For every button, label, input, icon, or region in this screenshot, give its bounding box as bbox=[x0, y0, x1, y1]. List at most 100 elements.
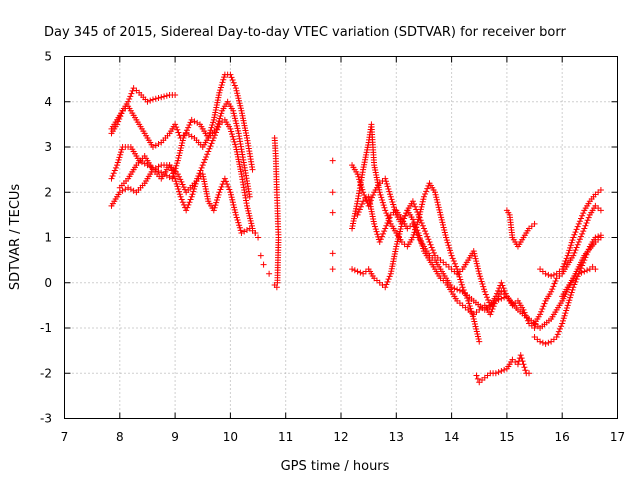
data-point-marker bbox=[211, 132, 218, 139]
data-point-marker bbox=[172, 91, 179, 98]
data-point-marker bbox=[356, 178, 363, 185]
data-point-marker bbox=[567, 242, 574, 249]
data-point-marker bbox=[371, 220, 378, 227]
data-point-marker bbox=[481, 288, 488, 295]
data-point-marker bbox=[574, 223, 581, 230]
data-point-marker bbox=[205, 148, 212, 155]
data-point-marker bbox=[188, 193, 195, 200]
data-point-marker bbox=[580, 228, 587, 235]
data-point-marker bbox=[570, 234, 577, 241]
data-point-marker bbox=[138, 159, 145, 166]
data-point-marker bbox=[233, 87, 240, 94]
data-point-marker bbox=[230, 201, 237, 208]
data-point-marker bbox=[147, 97, 154, 104]
data-point-marker bbox=[442, 231, 449, 238]
data-point-marker bbox=[181, 132, 188, 139]
data-point-marker bbox=[396, 230, 403, 237]
data-point-marker bbox=[495, 287, 502, 294]
data-point-marker bbox=[362, 194, 369, 201]
data-point-marker bbox=[585, 214, 592, 221]
data-point-marker bbox=[130, 187, 137, 194]
data-point-marker bbox=[179, 139, 186, 146]
data-point-marker bbox=[127, 93, 134, 100]
data-point-marker bbox=[559, 317, 566, 324]
data-point-marker bbox=[457, 276, 464, 283]
data-point-marker bbox=[230, 136, 237, 143]
data-point-marker bbox=[152, 142, 159, 149]
data-point-marker bbox=[249, 166, 256, 173]
data-point-marker bbox=[386, 214, 393, 221]
data-point-marker bbox=[233, 120, 240, 127]
data-point-marker bbox=[417, 217, 424, 224]
data-point-marker bbox=[370, 191, 377, 198]
data-point-marker bbox=[329, 250, 336, 257]
data-point-marker bbox=[214, 194, 221, 201]
data-point-marker bbox=[520, 306, 527, 313]
data-point-marker bbox=[579, 262, 586, 269]
x-tick-label: 17 bbox=[610, 430, 625, 444]
data-point-marker bbox=[578, 233, 585, 240]
data-point-marker bbox=[419, 222, 426, 229]
data-point-marker bbox=[210, 119, 217, 126]
data-point-marker bbox=[414, 231, 421, 238]
data-point-marker bbox=[226, 186, 233, 193]
data-point-marker bbox=[539, 339, 546, 346]
y-tick-label: -3 bbox=[40, 412, 52, 426]
data-point-marker bbox=[410, 201, 417, 208]
data-point-marker bbox=[380, 230, 387, 237]
data-point-marker bbox=[217, 186, 224, 193]
data-point-marker bbox=[560, 315, 567, 322]
data-point-marker bbox=[414, 209, 421, 216]
data-point-marker bbox=[551, 280, 558, 287]
data-point-marker bbox=[380, 202, 387, 209]
data-point-marker bbox=[236, 97, 243, 104]
data-point-marker bbox=[117, 149, 124, 156]
data-point-marker bbox=[248, 220, 255, 227]
data-point-marker bbox=[383, 180, 390, 187]
data-point-marker bbox=[389, 198, 396, 205]
data-point-marker bbox=[441, 229, 448, 236]
data-point-marker bbox=[374, 231, 381, 238]
data-point-marker bbox=[473, 258, 480, 265]
data-point-marker bbox=[488, 308, 495, 315]
data-point-marker bbox=[597, 232, 604, 239]
data-point-marker bbox=[382, 175, 389, 182]
data-point-marker bbox=[179, 137, 186, 144]
data-point-marker bbox=[382, 207, 389, 214]
data-point-marker bbox=[572, 278, 579, 285]
data-point-marker bbox=[155, 163, 162, 170]
data-point-marker bbox=[230, 110, 237, 117]
data-point-marker bbox=[474, 375, 481, 382]
data-point-marker bbox=[356, 176, 363, 183]
data-point-marker bbox=[210, 134, 217, 141]
data-point-marker bbox=[228, 131, 235, 138]
data-point-marker bbox=[128, 90, 135, 97]
data-point-marker bbox=[413, 229, 420, 236]
data-point-marker bbox=[227, 125, 234, 132]
data-point-marker bbox=[180, 134, 187, 141]
data-point-marker bbox=[175, 186, 182, 193]
data-point-marker bbox=[385, 217, 392, 224]
data-point-marker bbox=[559, 266, 566, 273]
data-point-marker bbox=[225, 183, 232, 190]
data-point-marker bbox=[377, 236, 384, 243]
y-tick-label: 5 bbox=[44, 50, 52, 64]
data-point-marker bbox=[231, 112, 238, 119]
data-point-marker bbox=[371, 223, 378, 230]
data-point-marker bbox=[501, 287, 508, 294]
data-point-marker bbox=[229, 77, 236, 84]
data-point-marker bbox=[582, 222, 589, 229]
data-point-marker bbox=[439, 219, 446, 226]
y-tick-label: 4 bbox=[44, 95, 52, 109]
data-point-marker bbox=[110, 170, 117, 177]
data-point-marker bbox=[499, 282, 506, 289]
data-point-marker bbox=[196, 170, 203, 177]
data-point-marker bbox=[213, 129, 220, 136]
x-tick-label: 11 bbox=[278, 430, 293, 444]
data-point-marker bbox=[470, 248, 477, 255]
data-point-marker bbox=[354, 171, 361, 178]
data-point-marker bbox=[453, 263, 460, 270]
data-point-marker bbox=[575, 220, 582, 227]
data-point-marker bbox=[471, 253, 478, 260]
